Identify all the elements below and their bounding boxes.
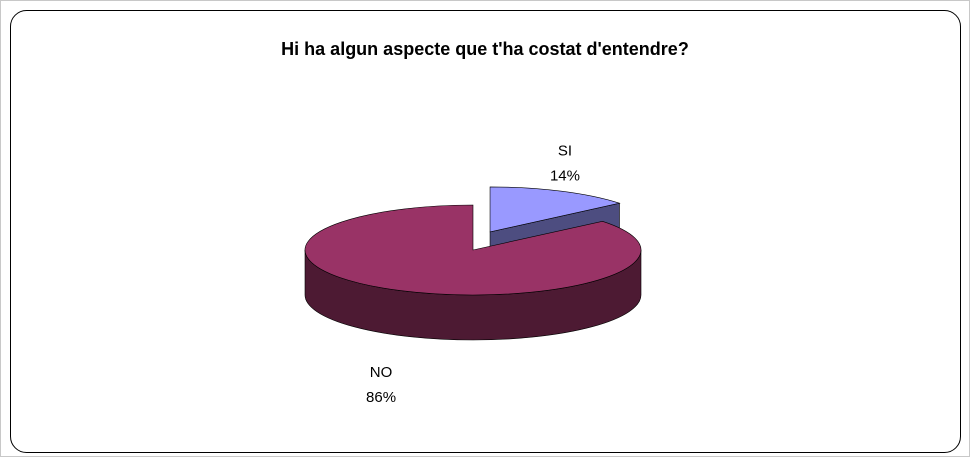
value-label: 86% [366,389,396,406]
chart-title: Hi ha algun aspecte que t'ha costat d'en… [281,39,689,59]
category-label: NO [370,364,393,381]
category-label: SI [558,143,572,160]
slice [489,186,621,233]
value-label: 14% [550,168,580,185]
chart-frame [10,10,961,453]
slice [304,204,642,296]
